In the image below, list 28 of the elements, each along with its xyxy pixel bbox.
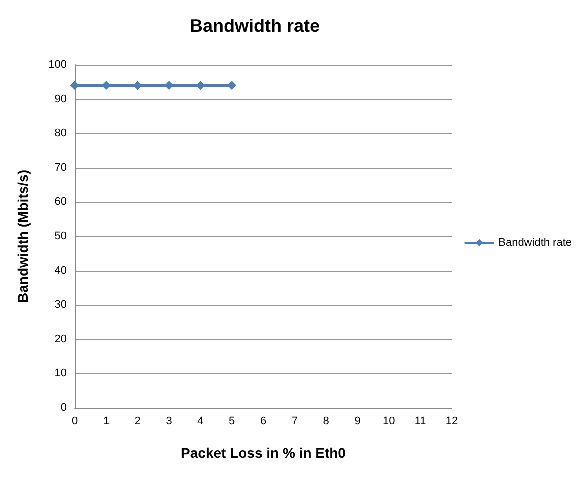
x-tick-label: 11 (414, 416, 426, 428)
legend-label: Bandwidth rate (498, 237, 572, 249)
y-tick-label: 0 (60, 402, 67, 414)
x-tick-label: 1 (103, 416, 110, 428)
x-axis-title: Packet Loss in % in Eth0 (181, 445, 346, 461)
x-tick-label: 2 (134, 416, 141, 428)
y-tick-label: 50 (54, 230, 67, 242)
x-tick-label: 10 (383, 416, 396, 428)
x-tick-label: 6 (260, 416, 267, 428)
x-tick-label: 9 (354, 416, 361, 428)
x-tick-label: 8 (323, 416, 330, 428)
chart-title: Bandwidth rate (190, 16, 320, 36)
y-axis-title: Bandwidth (Mbits/s) (15, 170, 31, 303)
x-tick-label: 5 (229, 416, 236, 428)
x-tick-label: 0 (72, 416, 78, 428)
x-tick-label: 3 (166, 416, 172, 428)
y-tick-label: 70 (54, 162, 67, 174)
y-tick-label: 100 (48, 59, 67, 71)
y-tick-label: 30 (54, 299, 67, 312)
x-tick-label: 4 (198, 416, 204, 428)
y-tick-label: 20 (54, 333, 67, 346)
y-tick-label: 80 (54, 128, 67, 140)
y-tick-label: 10 (54, 368, 67, 380)
x-tick-label: 12 (446, 416, 458, 428)
x-tick-label: 7 (292, 416, 298, 428)
y-tick-label: 40 (54, 264, 67, 277)
y-tick-label: 60 (54, 196, 67, 208)
y-tick-label: 90 (54, 93, 67, 106)
